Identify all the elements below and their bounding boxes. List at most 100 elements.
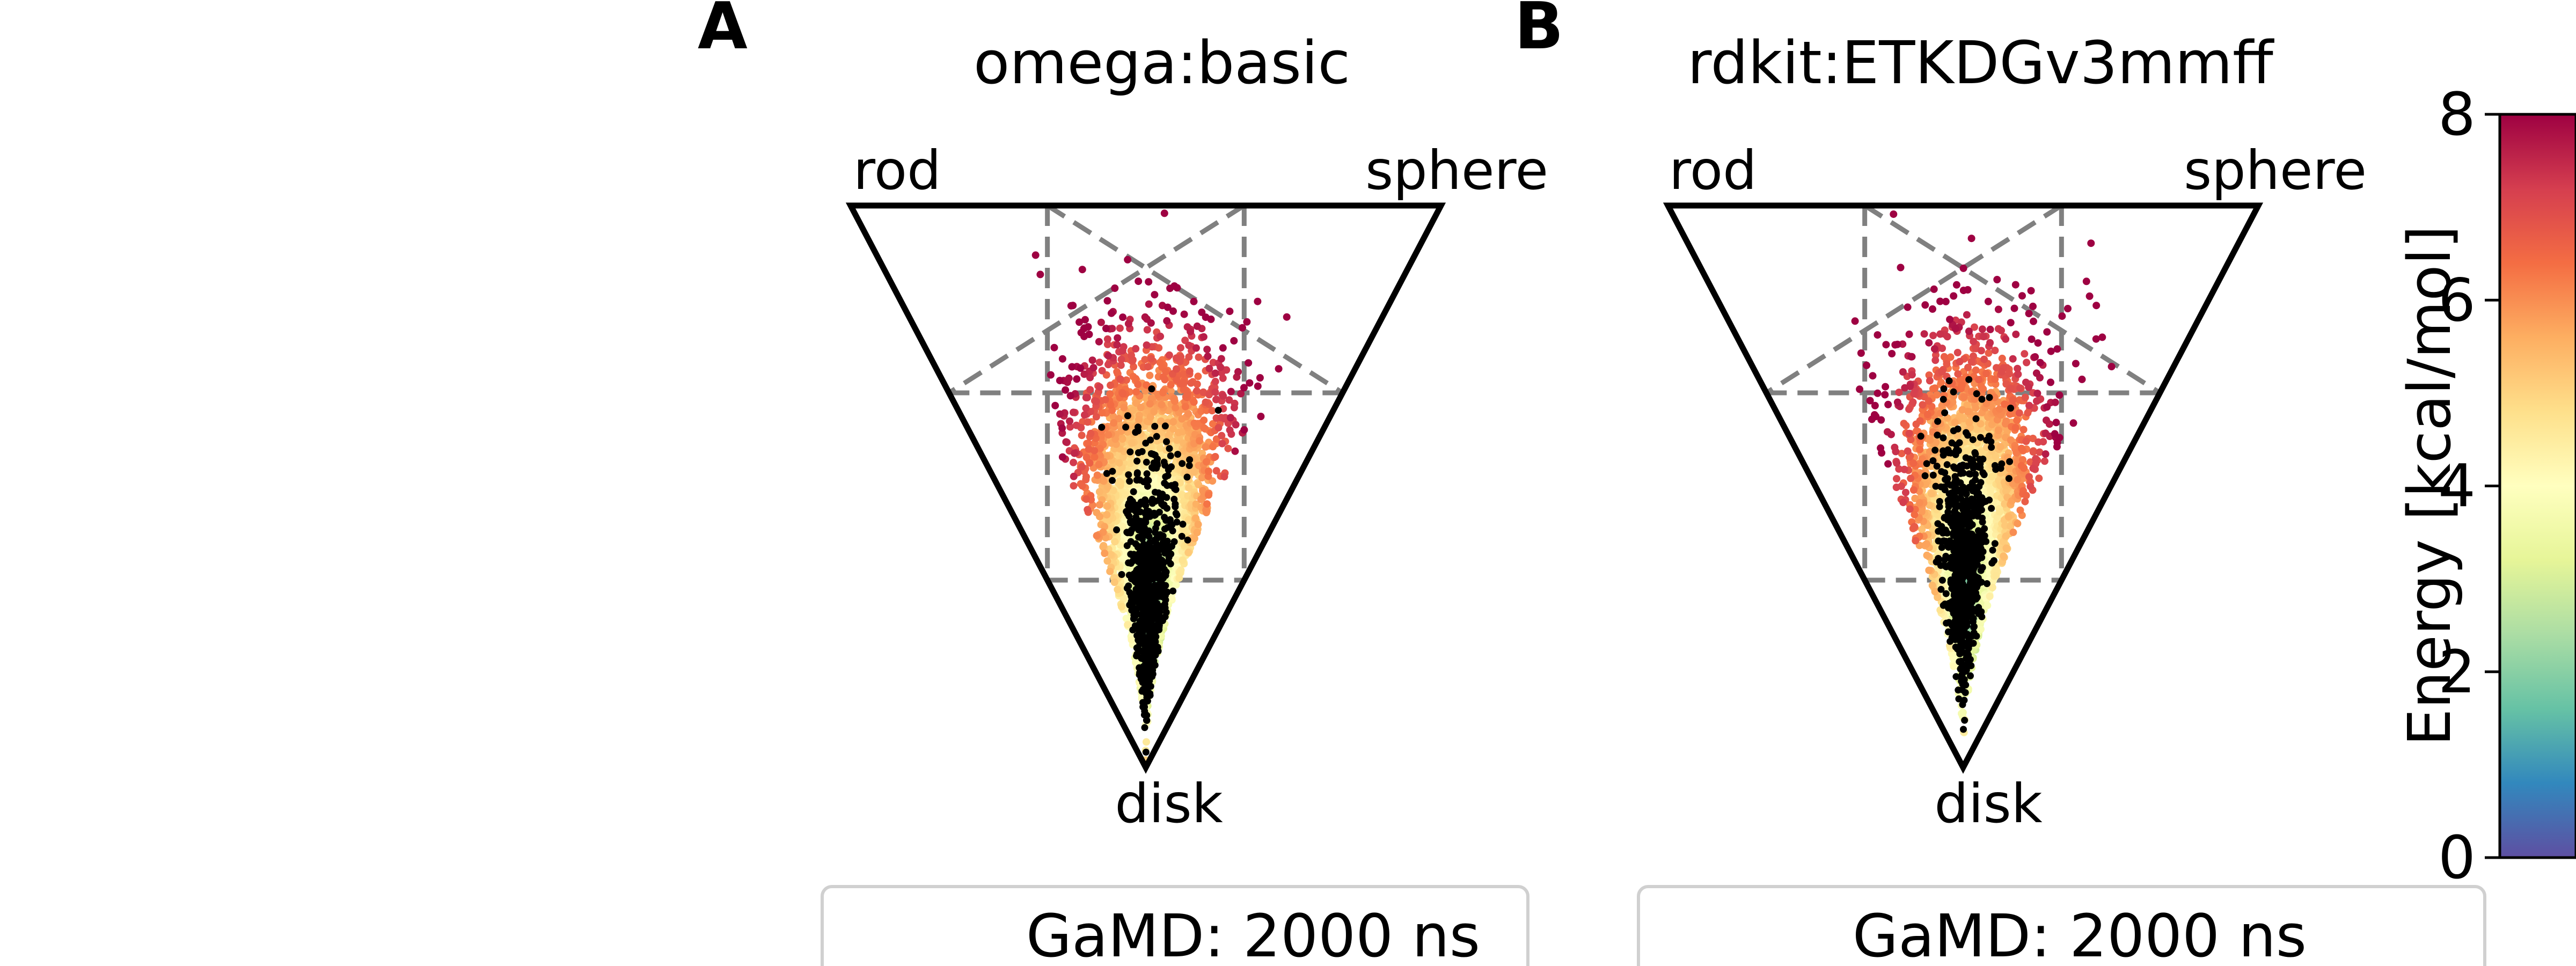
reference-point [1095,338,1103,346]
conformer-point [1126,448,1134,456]
conformer-point [1143,677,1151,684]
reference-point [1214,424,1223,431]
reference-point [1068,363,1076,371]
reference-point [1151,291,1159,299]
reference-point [1168,595,1176,603]
conformer-point [1150,633,1157,641]
reference-point [1203,406,1210,414]
conformer-point [1140,540,1147,548]
reference-points [1031,209,1291,764]
reference-point [1128,352,1135,360]
reference-point [1181,402,1189,411]
reference-point [1110,579,1118,586]
reference-point [1071,449,1078,457]
conformer-point [1133,651,1141,658]
reference-point [1202,443,1210,451]
conformer-point [1147,625,1154,633]
reference-point [1169,425,1177,433]
panel-label: B [1514,0,1563,64]
conformer-point [1148,385,1155,393]
reference-point [1119,343,1128,351]
conformer-point [1173,518,1181,526]
reference-point [1194,521,1202,529]
reference-point [1118,603,1125,611]
reference-point [1156,358,1164,367]
ternary-panel-b: B rdkit:ETKDGv3mmff rod sphere disk GaMD… [1514,0,2486,966]
conformer-point [1138,611,1145,619]
conformer-point [1133,470,1141,478]
reference-point [1209,443,1217,451]
reference-point [1116,479,1124,487]
reference-point [1115,459,1123,467]
reference-point [1082,393,1090,401]
reference-point [1171,397,1179,405]
reference-point [1143,326,1151,334]
conformer-point [1130,570,1137,578]
reference-point [1172,581,1180,589]
grid-line [1863,203,2162,395]
vertex-label-disk: disk [1115,772,1223,835]
reference-point [1116,375,1124,383]
reference-point [1211,388,1219,396]
reference-point [1085,445,1093,453]
reference-point [1226,426,1234,434]
conformer-point [1126,589,1133,596]
reference-point [1104,352,1113,360]
reference-point [1086,459,1094,467]
reference-point [1158,401,1166,408]
reference-point [1169,418,1177,426]
reference-point [1200,424,1208,432]
conformer-point [1103,470,1110,477]
reference-point [1175,574,1183,582]
reference-point [1176,344,1184,352]
reference-point [1193,380,1201,388]
reference-point [1194,372,1202,380]
reference-point [1117,355,1125,363]
reference-point [1169,307,1177,315]
reference-point [1056,377,1064,385]
conformer-point [1140,530,1148,538]
reference-point [1156,444,1164,452]
reference-point [1095,488,1103,496]
conformer-point [1172,503,1179,510]
reference-point [1103,340,1111,348]
reference-point [1220,473,1228,481]
reference-point [1172,404,1180,412]
conformer-point [1144,482,1151,490]
reference-point [1143,341,1151,349]
conformer-point [1109,477,1116,484]
reference-point [1078,266,1086,274]
reference-point [1240,426,1248,434]
conformer-point [1149,510,1157,518]
conformer-point [1153,571,1161,579]
vertex-label-sphere: sphere [1365,139,1548,202]
reference-point [1167,381,1175,389]
conformer-point [1152,524,1159,532]
reference-point [1234,368,1242,376]
conformer-point [1136,671,1143,678]
reference-point [1110,419,1118,427]
conformer-point [1143,716,1150,724]
conformer-point [1159,539,1167,546]
reference-point [1199,487,1207,495]
reference-point [1211,369,1219,377]
reference-point [1101,550,1109,557]
conformer-point [1132,514,1140,521]
reference-point [1192,344,1200,352]
conformer-point [1151,422,1159,430]
reference-point [1070,482,1078,490]
reference-point [1187,379,1195,387]
reference-point [1141,313,1149,321]
reference-point [1185,516,1192,524]
conformer-point [1140,655,1148,662]
reference-point [1219,344,1227,352]
reference-point [1157,417,1165,425]
conformer-point [1145,689,1152,696]
reference-point [1066,417,1074,425]
reference-point [1230,404,1238,412]
conformer-point [1142,566,1150,574]
reference-point [1116,324,1124,332]
reference-point [1080,332,1088,340]
conformer-point [1150,586,1158,594]
conformer-point [1118,571,1125,578]
